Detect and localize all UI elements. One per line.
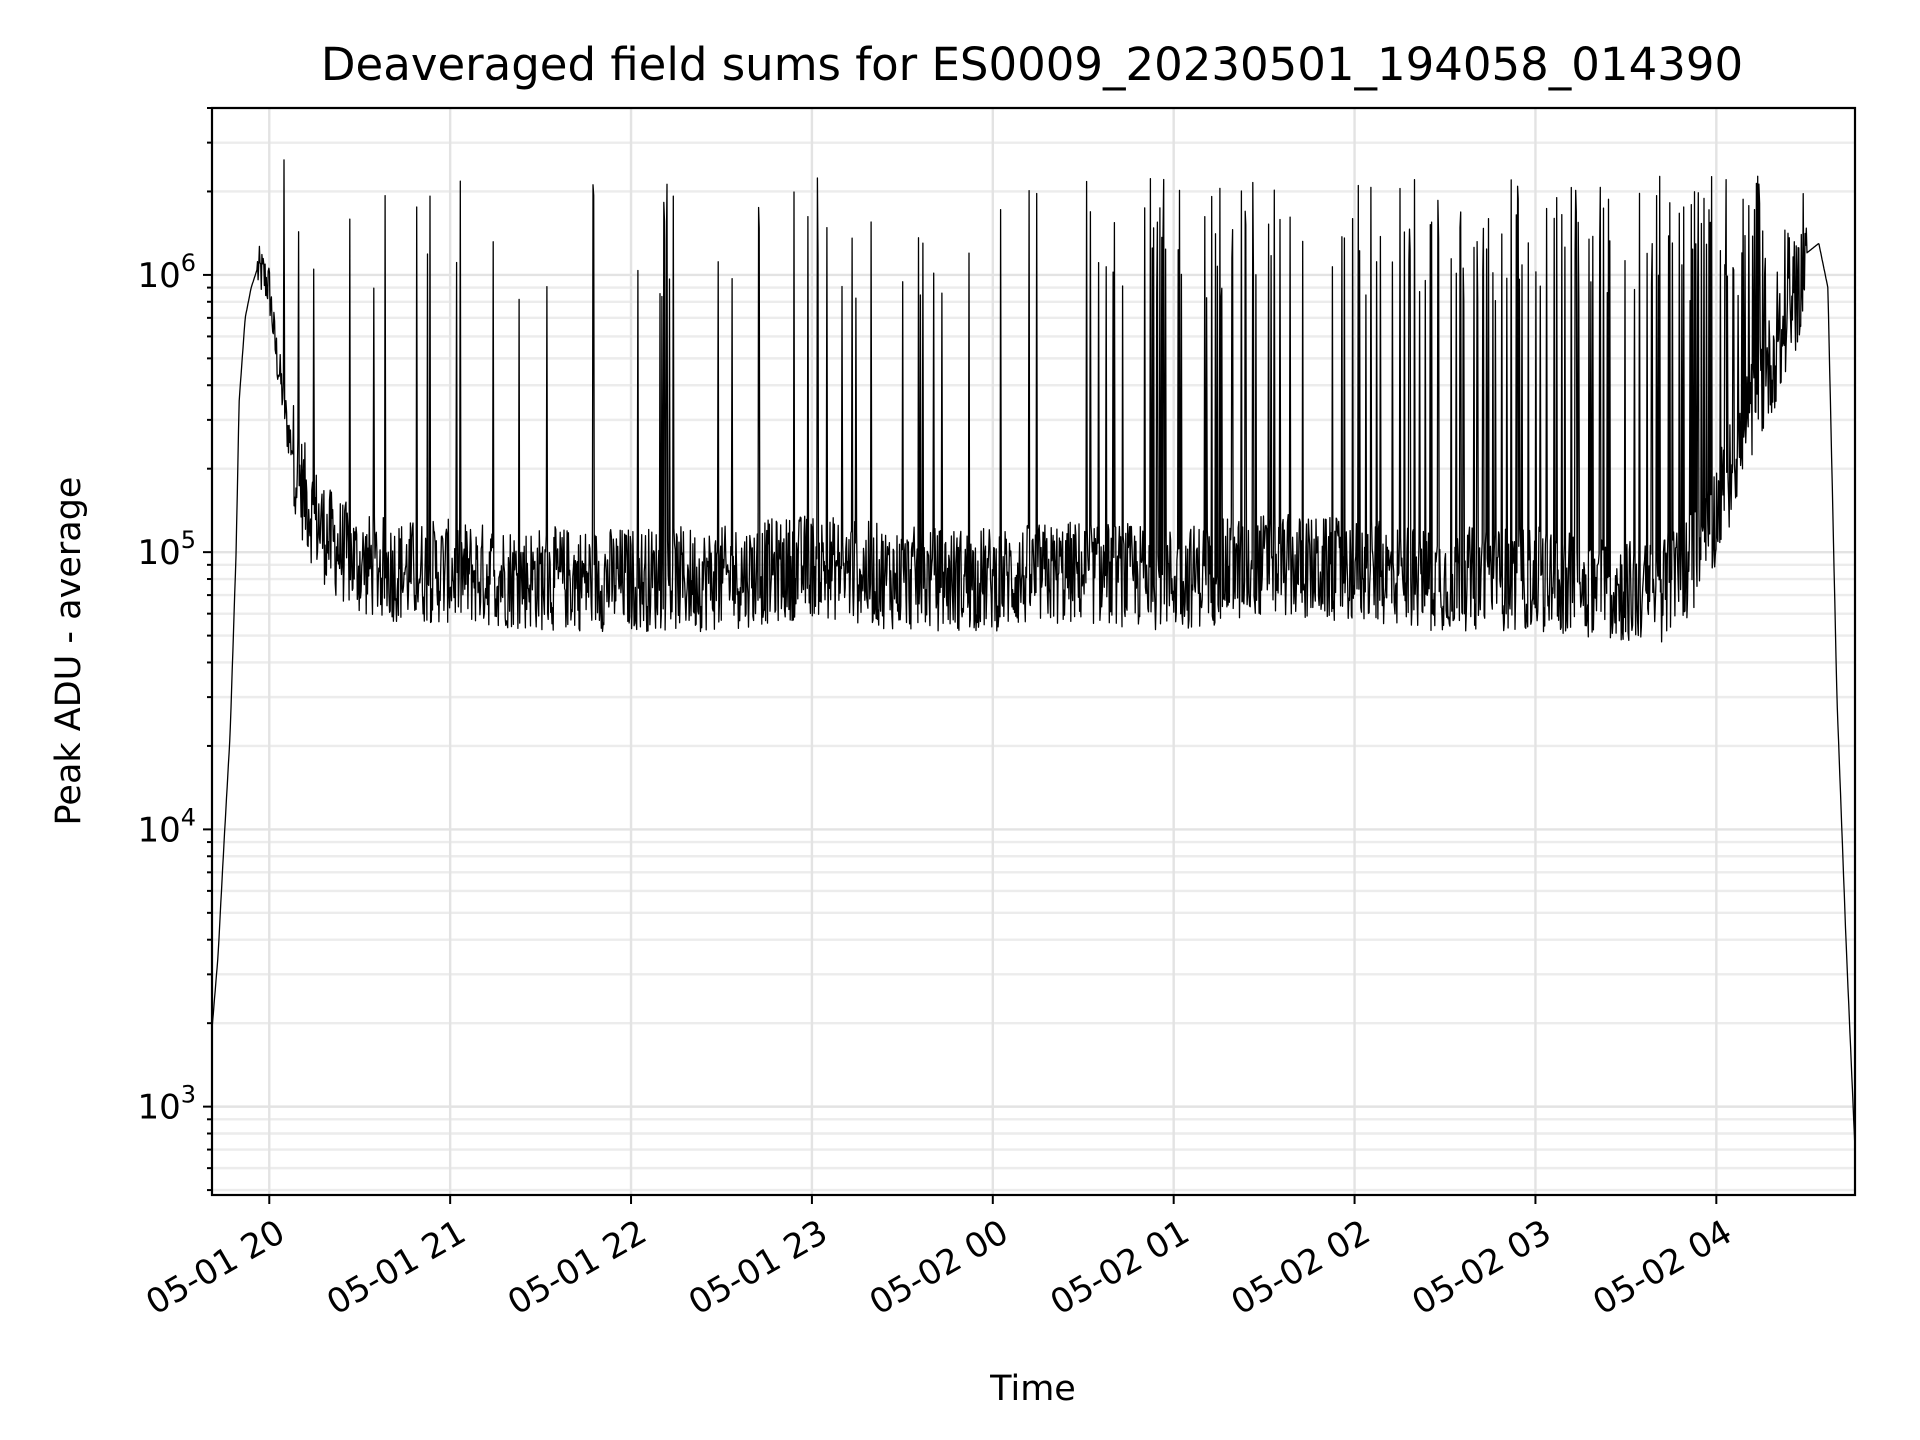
- plot-area: [210, 106, 1857, 1197]
- grid-major-lines: [212, 108, 1855, 1195]
- grid-minor-lines: [212, 106, 1855, 1192]
- y-tick-label: 105: [137, 526, 196, 573]
- y-tick-label: 106: [137, 249, 196, 296]
- plot-frame: [210, 106, 1857, 1197]
- y-tick-label: 103: [137, 1081, 196, 1128]
- y-tick-label: 104: [137, 803, 196, 850]
- y-axis-label: Peak ADU - average: [49, 477, 89, 826]
- y-axis-ticks: 103 104 105 106: [137, 107, 212, 1192]
- series-group: [211, 159, 1856, 1150]
- x-axis-label: Time: [989, 1369, 1076, 1409]
- series-line: [211, 159, 1856, 1150]
- chart-title: Deaveraged field sums for ES0009_2023050…: [321, 38, 1743, 91]
